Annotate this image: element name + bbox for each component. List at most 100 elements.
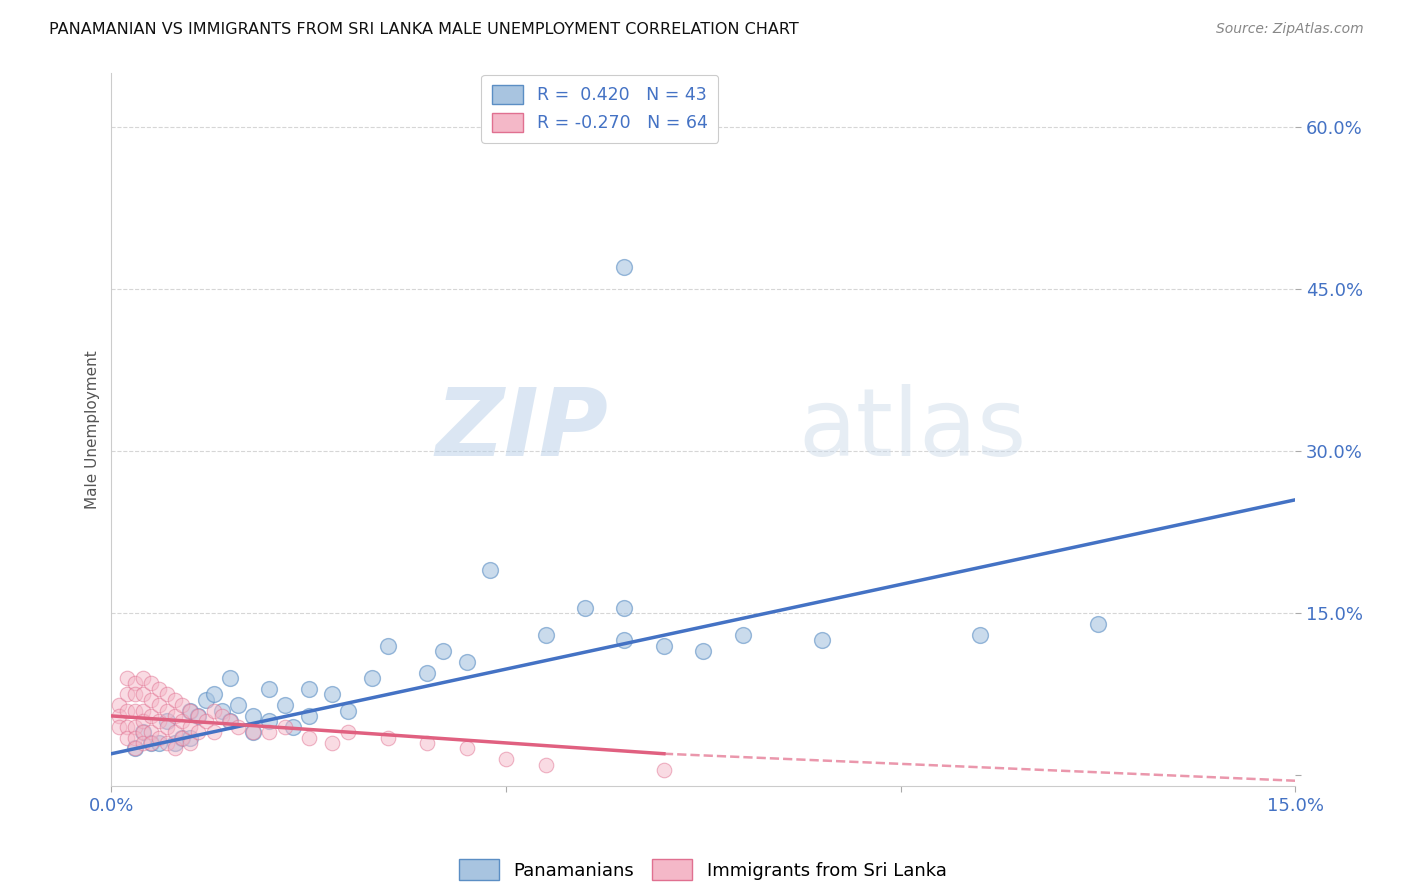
Point [108,698,131,712]
Point [416,736,439,750]
Point [124,741,146,756]
Point [574,600,596,615]
Point [259,681,281,696]
Point [179,736,201,750]
Point [148,698,170,712]
Point [115,687,138,701]
Point [202,725,225,739]
Point [132,671,155,685]
Text: PANAMANIAN VS IMMIGRANTS FROM SRI LANKA MALE UNEMPLOYMENT CORRELATION CHART: PANAMANIAN VS IMMIGRANTS FROM SRI LANKA … [49,22,799,37]
Point [218,671,240,685]
Legend: Panamanians, Immigrants from Sri Lanka: Panamanians, Immigrants from Sri Lanka [453,852,953,888]
Point [652,639,675,653]
Point [148,681,170,696]
Point [377,639,399,653]
Point [321,736,343,750]
Point [969,628,991,642]
Point [163,709,186,723]
Point [187,725,209,739]
Point [298,709,321,723]
Point [179,704,201,718]
Point [148,714,170,729]
Point [432,644,454,658]
Point [172,731,194,745]
Point [242,709,264,723]
Point [187,709,209,723]
Point [1087,617,1109,632]
Point [731,628,754,642]
Point [172,714,194,729]
Point [156,720,179,734]
Point [124,676,146,690]
Point [226,698,249,712]
Point [115,704,138,718]
Point [115,671,138,685]
Point [218,714,240,729]
Point [298,731,321,745]
Point [226,720,249,734]
Point [534,628,557,642]
Point [692,644,714,658]
Point [218,714,240,729]
Point [613,260,636,275]
Point [124,704,146,718]
Point [139,692,162,706]
Point [274,698,297,712]
Point [534,757,557,772]
Point [108,720,131,734]
Point [139,725,162,739]
Point [456,741,478,756]
Point [108,709,131,723]
Point [259,714,281,729]
Point [132,714,155,729]
Point [195,714,218,729]
Point [202,704,225,718]
Point [156,714,179,729]
Point [132,704,155,718]
Point [652,763,675,777]
Point [187,709,209,723]
Point [321,687,343,701]
Text: atlas: atlas [799,384,1026,475]
Point [337,704,360,718]
Point [298,681,321,696]
Point [156,687,179,701]
Point [211,704,233,718]
Point [163,692,186,706]
Point [274,720,297,734]
Point [172,698,194,712]
Point [281,720,304,734]
Point [115,720,138,734]
Text: ZIP: ZIP [436,384,609,475]
Point [148,731,170,745]
Point [132,725,155,739]
Point [416,665,439,680]
Point [139,676,162,690]
Y-axis label: Male Unemployment: Male Unemployment [86,351,100,509]
Point [124,731,146,745]
Point [377,731,399,745]
Point [139,709,162,723]
Point [148,736,170,750]
Text: Source: ZipAtlas.com: Source: ZipAtlas.com [1216,22,1364,37]
Point [242,725,264,739]
Point [132,687,155,701]
Point [242,725,264,739]
Point [132,736,155,750]
Point [124,687,146,701]
Point [179,704,201,718]
Point [156,704,179,718]
Legend: R =  0.420   N = 43, R = -0.270   N = 64: R = 0.420 N = 43, R = -0.270 N = 64 [481,75,718,143]
Point [479,563,502,577]
Point [613,633,636,648]
Point [456,655,478,669]
Point [259,725,281,739]
Point [132,725,155,739]
Point [202,687,225,701]
Point [360,671,382,685]
Point [163,725,186,739]
Point [179,731,201,745]
Point [163,736,186,750]
Point [124,741,146,756]
Point [613,600,636,615]
